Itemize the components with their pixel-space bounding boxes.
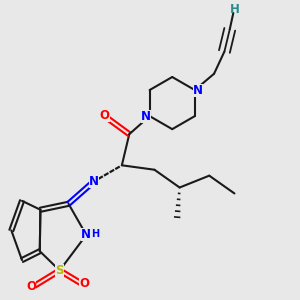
Text: O: O	[100, 109, 110, 122]
Text: H: H	[91, 229, 99, 239]
Text: N: N	[141, 110, 151, 123]
Text: N: N	[81, 228, 91, 242]
Text: H: H	[230, 3, 240, 16]
Text: N: N	[89, 175, 99, 188]
Text: O: O	[26, 280, 37, 293]
Text: O: O	[79, 277, 89, 290]
Text: S: S	[56, 264, 64, 277]
Text: N: N	[194, 83, 203, 97]
